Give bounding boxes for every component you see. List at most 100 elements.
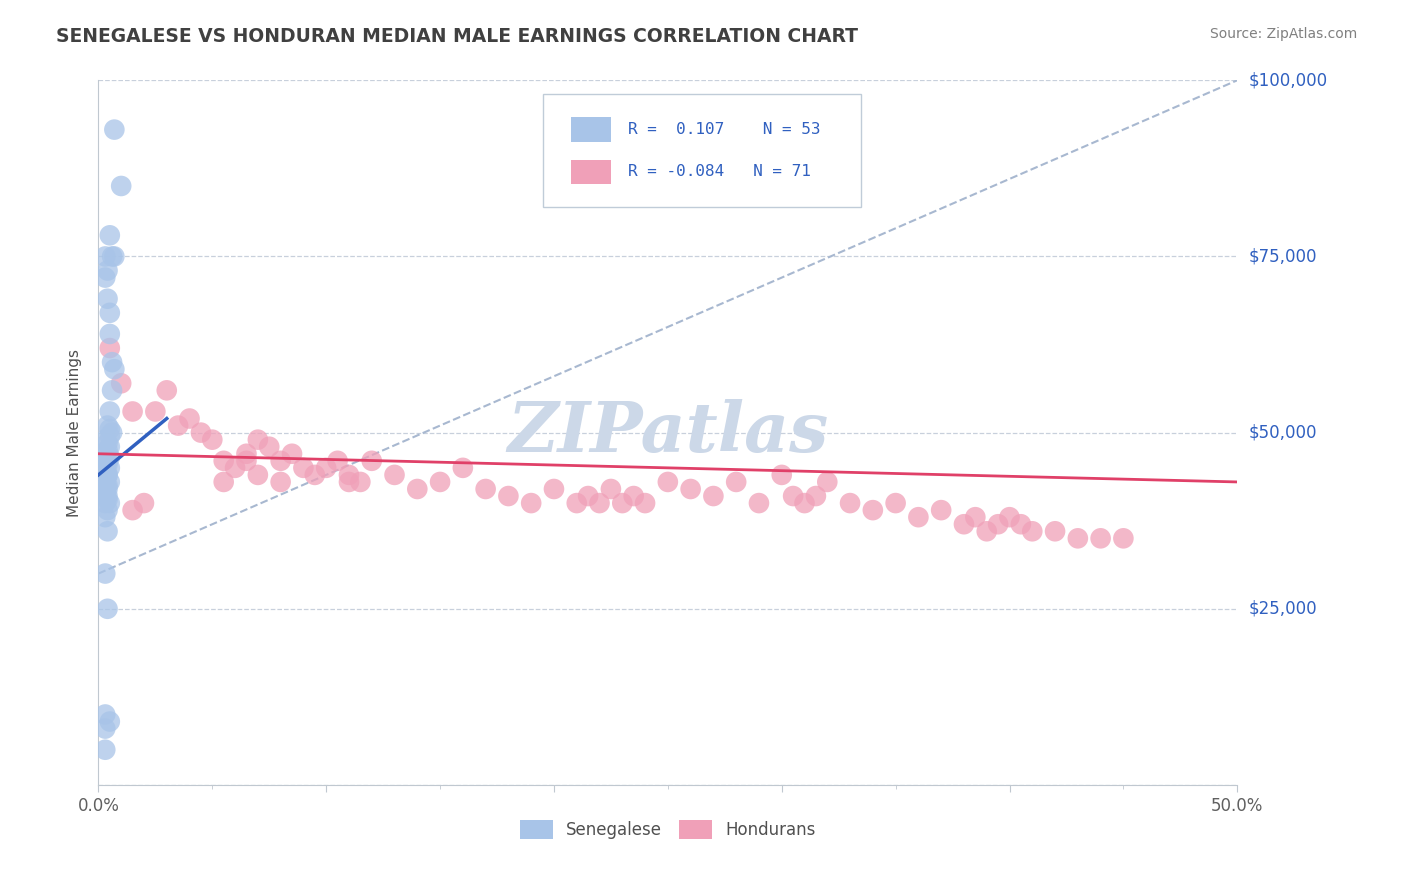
- Point: [94, 433, 117, 447]
- Point: [94, 464, 117, 478]
- Point: [94, 485, 117, 500]
- Text: ZIPat​las: ZIPat​las: [508, 399, 828, 467]
- Point: [98, 228, 121, 243]
- Point: [612, 496, 634, 510]
- Point: [96, 467, 118, 482]
- Point: [94, 566, 117, 581]
- Point: [98, 429, 121, 443]
- Text: R = -0.084   N = 71: R = -0.084 N = 71: [628, 164, 811, 179]
- Point: [96, 503, 118, 517]
- Point: [326, 454, 349, 468]
- Point: [103, 362, 125, 376]
- Point: [315, 460, 337, 475]
- Point: [94, 454, 117, 468]
- Point: [94, 270, 117, 285]
- Point: [588, 496, 610, 510]
- Point: [94, 475, 117, 489]
- Point: [94, 447, 117, 461]
- Point: [96, 478, 118, 492]
- Point: [1043, 524, 1066, 539]
- Point: [623, 489, 645, 503]
- FancyBboxPatch shape: [571, 160, 612, 185]
- Point: [96, 492, 118, 507]
- Point: [360, 454, 382, 468]
- Point: [94, 722, 117, 736]
- Point: [96, 467, 118, 482]
- Point: [94, 249, 117, 264]
- Point: [96, 292, 118, 306]
- FancyBboxPatch shape: [571, 117, 612, 142]
- Point: [101, 425, 124, 440]
- Point: [451, 460, 474, 475]
- Point: [679, 482, 702, 496]
- Point: [804, 489, 827, 503]
- Point: [235, 454, 257, 468]
- Point: [212, 475, 235, 489]
- Point: [1021, 524, 1043, 539]
- Point: [384, 467, 406, 482]
- Point: [94, 707, 117, 722]
- Point: [121, 404, 143, 418]
- Point: [270, 454, 292, 468]
- Point: [929, 503, 952, 517]
- Point: [770, 467, 793, 482]
- Point: [103, 249, 125, 264]
- Point: [94, 471, 117, 485]
- Point: [543, 482, 565, 496]
- Point: [748, 496, 770, 510]
- Point: [907, 510, 929, 524]
- Point: [103, 122, 125, 136]
- Point: [145, 404, 167, 418]
- Point: [96, 418, 118, 433]
- Point: [94, 742, 117, 756]
- Point: [121, 503, 143, 517]
- Text: $75,000: $75,000: [1249, 247, 1317, 266]
- Point: [429, 475, 451, 489]
- Point: [953, 517, 976, 532]
- Point: [98, 404, 121, 418]
- Point: [349, 475, 371, 489]
- Text: $100,000: $100,000: [1249, 71, 1327, 89]
- Point: [1112, 531, 1135, 545]
- Point: [110, 178, 132, 193]
- Point: [976, 524, 998, 539]
- Point: [96, 482, 118, 496]
- Point: [94, 510, 117, 524]
- Point: [965, 510, 987, 524]
- Point: [600, 482, 623, 496]
- Point: [212, 454, 235, 468]
- Point: [998, 510, 1021, 524]
- Point: [156, 384, 179, 398]
- Point: [96, 436, 118, 450]
- Point: [815, 475, 838, 489]
- Point: [96, 601, 118, 615]
- Point: [782, 489, 804, 503]
- Point: [98, 714, 121, 729]
- Point: [520, 496, 543, 510]
- Point: [498, 489, 520, 503]
- Point: [987, 517, 1010, 532]
- FancyBboxPatch shape: [543, 95, 862, 207]
- Text: SENEGALESE VS HONDURAN MEDIAN MALE EARNINGS CORRELATION CHART: SENEGALESE VS HONDURAN MEDIAN MALE EARNI…: [56, 27, 858, 45]
- Point: [337, 475, 360, 489]
- Point: [98, 496, 121, 510]
- Point: [224, 460, 246, 475]
- Text: Source: ZipAtlas.com: Source: ZipAtlas.com: [1209, 27, 1357, 41]
- Point: [98, 475, 121, 489]
- Point: [406, 482, 429, 496]
- Point: [101, 384, 124, 398]
- Point: [259, 440, 281, 454]
- Legend: Senegalese, Hondurans: Senegalese, Hondurans: [512, 811, 824, 847]
- Point: [190, 425, 212, 440]
- Point: [101, 249, 124, 264]
- Point: [862, 503, 884, 517]
- Point: [132, 496, 155, 510]
- Point: [304, 467, 326, 482]
- Text: $25,000: $25,000: [1249, 599, 1317, 618]
- Point: [292, 460, 315, 475]
- Point: [98, 306, 121, 320]
- Point: [634, 496, 657, 510]
- Point: [98, 450, 121, 465]
- Point: [96, 263, 118, 277]
- Point: [96, 454, 118, 468]
